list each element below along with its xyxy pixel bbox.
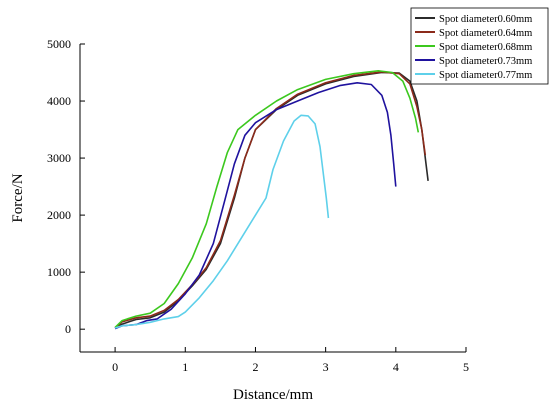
- y-tick-label: 2000: [47, 208, 71, 222]
- series-line-2: [114, 70, 420, 329]
- series-line-0: [114, 71, 429, 329]
- plot-area: [114, 70, 429, 330]
- legend-entry: Spot diameter0.60mm: [439, 14, 532, 25]
- y-axis-title: Force/N: [10, 173, 26, 222]
- series-line-1: [114, 71, 427, 329]
- series-line-4: [114, 114, 330, 329]
- legend-entry: Spot diameter0.68mm: [439, 42, 532, 53]
- y-tick-label: 0: [65, 322, 71, 336]
- x-tick-label: 5: [463, 360, 469, 374]
- y-tick-label: 1000: [47, 265, 71, 279]
- legend-entry: Spot diameter0.73mm: [439, 56, 532, 67]
- x-axis-title: Distance/mm: [233, 387, 313, 403]
- x-tick-label: 1: [182, 360, 188, 374]
- legend: Spot diameter0.60mm Spot diameter0.64mm Sp…: [410, 7, 549, 85]
- x-tick-label: 3: [323, 360, 329, 374]
- y-tick-label: 4000: [47, 94, 71, 108]
- series-line-3: [114, 82, 397, 330]
- legend-entry: Spot diameter0.64mm: [439, 28, 532, 39]
- x-tick-label: 0: [112, 360, 118, 374]
- legend-entry: Spot diameter0.77mm: [439, 70, 532, 81]
- axes: 0 1 2 3 4 5 0 1000 2000 3000 4000 5000: [47, 37, 469, 374]
- y-tick-label: 3000: [47, 151, 71, 165]
- y-tick-label: 5000: [47, 37, 71, 51]
- x-tick-label: 2: [252, 360, 258, 374]
- x-tick-label: 4: [393, 360, 399, 374]
